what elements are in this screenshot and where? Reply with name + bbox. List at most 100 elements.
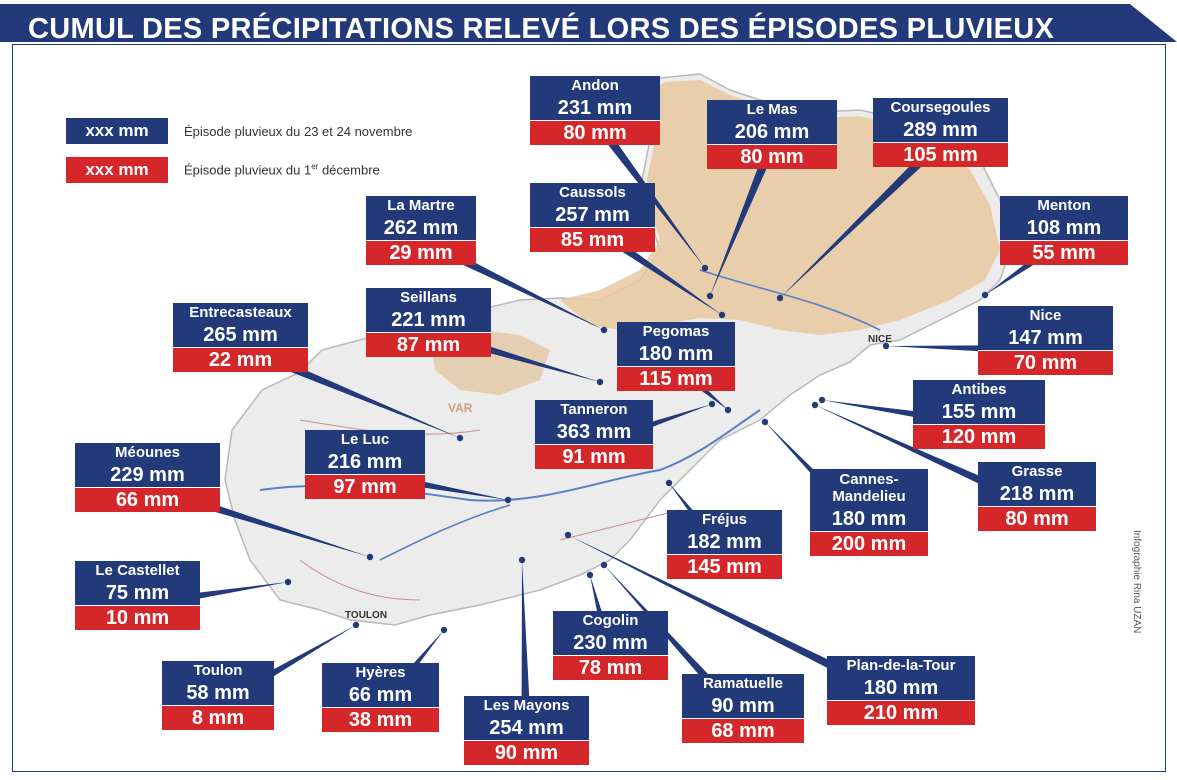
rainfall-episode-1: 206 mm — [707, 120, 837, 144]
rainfall-episode-2: 70 mm — [978, 350, 1113, 375]
rainfall-episode-2: 80 mm — [530, 120, 660, 145]
rainfall-episode-1: 254 mm — [464, 716, 589, 740]
rainfall-episode-2: 55 mm — [1000, 240, 1128, 265]
station-label: Toulon 58 mm 8 mm — [162, 661, 274, 730]
station-name: Le Mas — [707, 100, 837, 120]
rainfall-episode-2: 38 mm — [322, 707, 439, 732]
rainfall-episode-2: 66 mm — [75, 487, 220, 512]
rainfall-episode-2: 87 mm — [366, 332, 491, 357]
rainfall-episode-1: 231 mm — [530, 96, 660, 120]
river-line — [699, 269, 881, 331]
station-dot — [600, 561, 608, 569]
rainfall-episode-2: 8 mm — [162, 705, 274, 730]
leader-line — [568, 535, 904, 705]
legend-text: Épisode pluvieux du 23 et 24 novembre — [184, 123, 413, 139]
leader-line — [521, 560, 532, 741]
rainfall-episode-1: 75 mm — [75, 581, 200, 605]
station-label: La Martre 262 mm 29 mm — [366, 196, 476, 265]
legend-swatch-red: xxx mm — [66, 157, 168, 183]
station-label: Le Castellet 75 mm 10 mm — [75, 561, 200, 630]
rainfall-episode-1: 257 mm — [530, 203, 655, 227]
station-dot — [718, 311, 726, 319]
station-label: Cogolin 230 mm 78 mm — [553, 611, 668, 680]
station-dot — [811, 401, 819, 409]
station-name: Entrecasteaux — [173, 303, 308, 323]
rainfall-episode-1: 289 mm — [873, 118, 1008, 142]
station-name: Grasse — [978, 462, 1096, 482]
rainfall-episode-2: 78 mm — [553, 655, 668, 680]
station-label: Méounes 229 mm 66 mm — [75, 443, 220, 512]
station-dot — [600, 326, 608, 334]
river-line — [379, 504, 511, 561]
rainfall-episode-2: 115 mm — [617, 366, 735, 391]
station-name: Les Mayons — [464, 696, 589, 716]
rainfall-episode-1: 221 mm — [366, 308, 491, 332]
place-label-var: VAR — [448, 401, 473, 415]
station-dot — [882, 342, 890, 350]
station-dot — [818, 396, 826, 404]
station-name: Seillans — [366, 288, 491, 308]
rainfall-episode-2: 210 mm — [827, 700, 975, 725]
station-label: Menton 108 mm 55 mm — [1000, 196, 1128, 265]
rainfall-episode-1: 180 mm — [810, 507, 928, 531]
rainfall-episode-1: 363 mm — [535, 420, 653, 444]
station-dot — [708, 400, 716, 408]
station-label: Seillans 221 mm 87 mm — [366, 288, 491, 357]
station-name: Menton — [1000, 196, 1128, 216]
station-name: Tanneron — [535, 400, 653, 420]
station-name: Andon — [530, 76, 660, 96]
place-label-nice: NICE — [868, 334, 892, 345]
credit: Infographie Rina UZAN — [1131, 530, 1142, 634]
station-name: Pegomas — [617, 322, 735, 342]
rainfall-episode-2: 85 mm — [530, 227, 655, 252]
station-dot — [586, 571, 594, 579]
station-label: Ramatuelle 90 mm 68 mm — [682, 674, 804, 743]
station-name: Nice — [978, 306, 1113, 326]
station-label: Coursegoules 289 mm 105 mm — [873, 98, 1008, 167]
station-name: Ramatuelle — [682, 674, 804, 694]
rainfall-episode-1: 218 mm — [978, 482, 1096, 506]
station-name: Caussols — [530, 183, 655, 203]
station-dot — [724, 406, 732, 414]
station-dot — [706, 292, 714, 300]
station-label: Pegomas 180 mm 115 mm — [617, 322, 735, 391]
rainfall-episode-2: 120 mm — [913, 424, 1045, 449]
station-name: Antibes — [913, 380, 1045, 400]
rainfall-episode-2: 90 mm — [464, 740, 589, 765]
station-label: Entrecasteaux 265 mm 22 mm — [173, 303, 308, 372]
rainfall-episode-1: 230 mm — [553, 631, 668, 655]
leader-line — [710, 142, 777, 296]
station-label: Le Mas 206 mm 80 mm — [707, 100, 837, 169]
station-dot — [596, 378, 604, 386]
station-label: Nice 147 mm 70 mm — [978, 306, 1113, 375]
rainfall-episode-1: 108 mm — [1000, 216, 1128, 240]
station-dot — [440, 626, 448, 634]
station-label: Hyères 66 mm 38 mm — [322, 663, 439, 732]
station-label: Le Luc 216 mm 97 mm — [305, 430, 425, 499]
station-label: Andon 231 mm 80 mm — [530, 76, 660, 145]
legend-episode-1: xxx mm Épisode pluvieux du 23 et 24 nove… — [66, 118, 412, 144]
rainfall-episode-2: 91 mm — [535, 444, 653, 469]
station-dot — [352, 621, 360, 629]
legend-episode-2: xxx mm Épisode pluvieux du 1er décembre — [66, 157, 380, 183]
rainfall-episode-2: 80 mm — [707, 144, 837, 169]
station-label: Caussols 257 mm 85 mm — [530, 183, 655, 252]
station-label: Les Mayons 254 mm 90 mm — [464, 696, 589, 765]
legend-swatch-blue: xxx mm — [66, 118, 168, 144]
title-bar: CUMUL DES PRÉCIPITATIONS RELEVÉ LORS DES… — [0, 4, 1177, 42]
station-dot — [665, 479, 673, 487]
station-label: Antibes 155 mm 120 mm — [913, 380, 1045, 449]
station-label: Grasse 218 mm 80 mm — [978, 462, 1096, 531]
station-name: Hyères — [322, 663, 439, 683]
station-label: Fréjus 182 mm 145 mm — [667, 510, 782, 579]
rainfall-episode-1: 262 mm — [366, 216, 476, 240]
rainfall-episode-1: 147 mm — [978, 326, 1113, 350]
station-label: Plan-de-la-Tour 180 mm 210 mm — [827, 656, 975, 725]
station-name: Fréjus — [667, 510, 782, 530]
station-dot — [504, 496, 512, 504]
rainfall-episode-1: 182 mm — [667, 530, 782, 554]
rainfall-episode-2: 97 mm — [305, 474, 425, 499]
station-label: Cannes- Mandelieu 180 mm 200 mm — [810, 469, 928, 556]
station-dot — [761, 418, 769, 426]
rainfall-episode-2: 68 mm — [682, 718, 804, 743]
